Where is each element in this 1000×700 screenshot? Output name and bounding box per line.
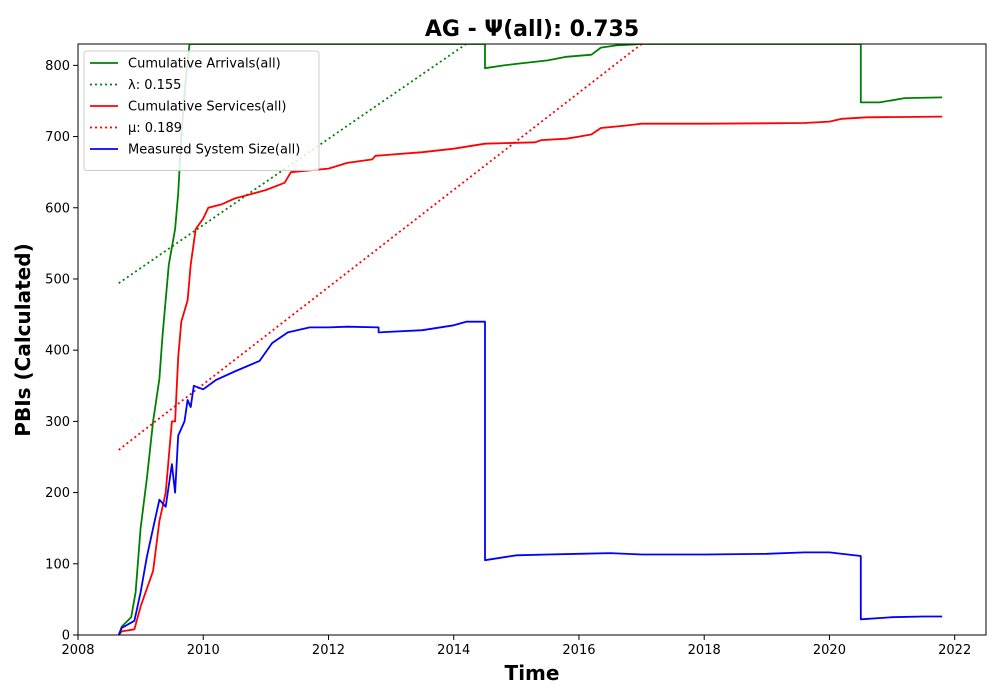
- y-tick-label: 800: [45, 59, 70, 74]
- series-line-3: [118, 44, 643, 451]
- series-line-2: [118, 115, 943, 635]
- x-tick-label: 2018: [688, 643, 721, 658]
- legend-entry-label: Cumulative Arrivals(all): [128, 57, 281, 72]
- legend-entry-label: λ: 0.155: [128, 78, 181, 93]
- series-line-4: [117, 320, 943, 635]
- x-tick-label: 2010: [187, 643, 220, 658]
- x-tick-label: 2008: [61, 643, 94, 658]
- legend-entry-label: Cumulative Services(all): [128, 100, 286, 115]
- x-tick-label: 2022: [938, 643, 971, 658]
- x-tick-label: 2012: [312, 643, 345, 658]
- y-tick-label: 0: [62, 629, 70, 644]
- y-tick-label: 500: [45, 272, 70, 287]
- y-tick-label: 300: [45, 415, 70, 430]
- y-tick-label: 700: [45, 130, 70, 145]
- x-tick-label: 2020: [813, 643, 846, 658]
- y-tick-label: 100: [45, 557, 70, 572]
- plot-frame: [77, 43, 987, 636]
- y-tick-label: 400: [45, 344, 70, 359]
- axis-ticks: 2008 2010 2012 2014 2016 2018 2020 2022 0 100 200 3…: [45, 59, 971, 658]
- legend-entry-label: μ: 0.189: [128, 121, 182, 136]
- series-line-0: [117, 44, 943, 635]
- x-tick-label: 2014: [437, 643, 470, 658]
- legend: Cumulative Arrivals(all) λ: 0.155 Cumulati…: [83, 50, 320, 171]
- x-tick-label: 2016: [562, 643, 595, 658]
- y-tick-label: 600: [45, 201, 70, 216]
- x-axis-label: Time: [505, 661, 560, 685]
- legend-box: [83, 50, 320, 171]
- chart-title: AG - Ψ(all): 0.735: [425, 17, 639, 42]
- legend-entry-label: Measured System Size(all): [128, 143, 300, 158]
- y-axis-label: PBIs (Calculated): [11, 243, 35, 436]
- y-tick-label: 200: [45, 486, 70, 501]
